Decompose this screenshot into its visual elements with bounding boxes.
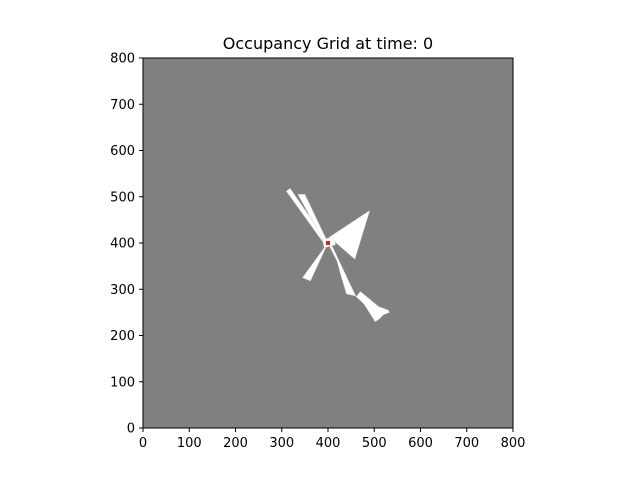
y-axis: 0 100 200 300 400 500 600 700 800 [110,52,143,437]
y-tick-label: 500 [110,190,135,205]
y-tick-label: 400 [110,237,135,252]
y-tick-label: 700 [110,98,135,113]
x-tick-label: 100 [177,436,202,451]
x-tick-label: 0 [139,436,147,451]
x-axis: 0 100 200 300 400 500 600 700 800 [139,428,526,451]
y-tick-label: 200 [110,329,135,344]
x-tick-label: 200 [223,436,248,451]
free-space-layer [286,188,390,322]
y-tick-label: 800 [110,52,135,67]
x-tick-label: 600 [408,436,433,451]
free-region-ray-lower-right [329,244,390,322]
y-tick-label: 300 [110,283,135,298]
x-tick-label: 700 [454,436,479,451]
robot-layer [326,241,330,245]
x-tick-label: 500 [362,436,387,451]
chart-title: Occupancy Grid at time: 0 [223,34,433,53]
x-tick-label: 300 [269,436,294,451]
robot-marker [326,241,330,245]
x-tick-label: 400 [316,436,341,451]
y-tick-label: 0 [127,422,135,437]
y-tick-label: 100 [110,375,135,390]
y-tick-label: 600 [110,144,135,159]
x-tick-label: 800 [501,436,526,451]
